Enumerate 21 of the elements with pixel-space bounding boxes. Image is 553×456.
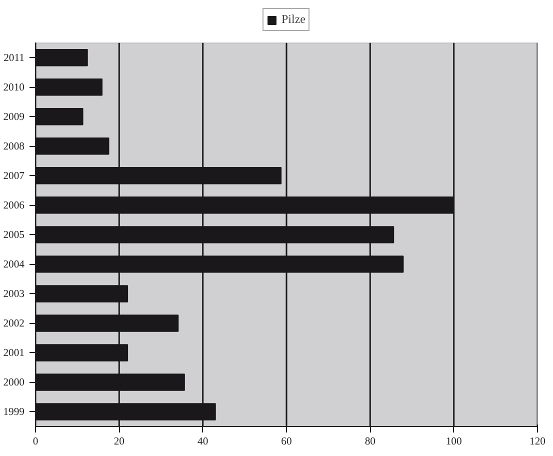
y-tick-label: 2002: [3, 318, 24, 330]
y-tick-label: 2005: [3, 230, 24, 242]
x-tick-label: 80: [364, 436, 376, 448]
y-tick-label: 2011: [4, 53, 25, 64]
y-tick-label: 2006: [3, 200, 26, 212]
y-tick-label: 2003: [3, 289, 24, 300]
x-tick-label: 60: [281, 436, 292, 448]
y-tick-label: 2009: [3, 112, 24, 124]
x-tick-label: 40: [198, 436, 208, 448]
x-tick-label: 120: [530, 436, 546, 448]
y-tick-label: 2008: [3, 142, 24, 153]
y-tick-label: 2001: [3, 348, 24, 360]
y-tick-label: 2000: [3, 378, 24, 389]
y-tick-label: 1999: [3, 407, 24, 418]
x-tick-label: 20: [114, 436, 124, 448]
x-tick-label: 100: [446, 436, 462, 448]
legend-label: Pilze: [282, 12, 306, 27]
y-tick-label: 2010: [3, 82, 24, 94]
x-tick-label: 0: [32, 436, 38, 448]
y-tick-label: 2007: [3, 171, 26, 182]
y-tick-label: 2004: [3, 260, 26, 271]
